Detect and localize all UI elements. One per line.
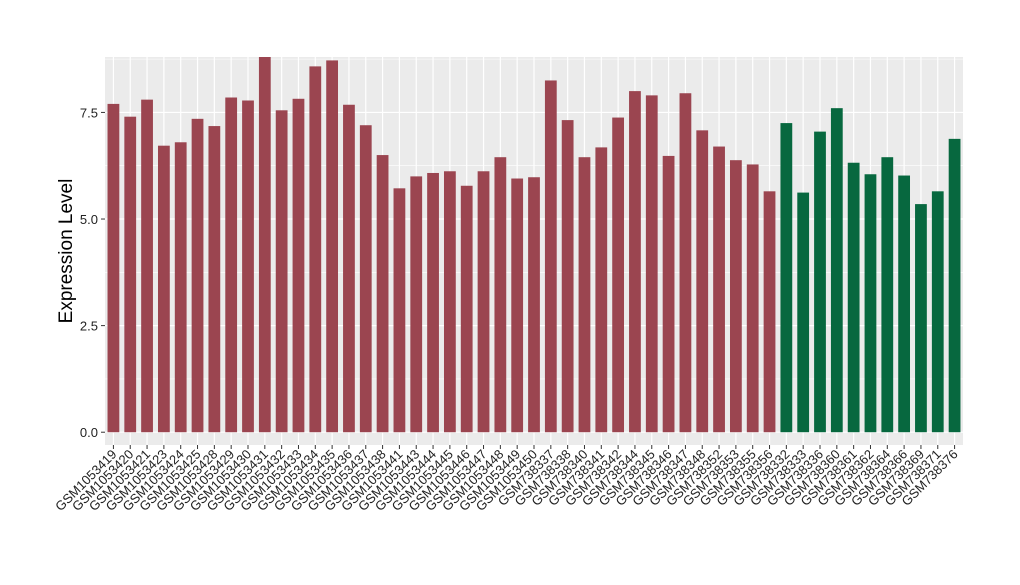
bar-GSM738346	[662, 155, 675, 433]
bar-GSM1053431	[258, 57, 271, 433]
bar-GSM738340	[578, 157, 591, 433]
bar-GSM1053420	[124, 116, 137, 433]
bar-GSM738355	[746, 164, 759, 433]
bar-GSM738356	[763, 191, 776, 433]
y-axis: 0.0 2.5 5.0 7.5	[80, 105, 105, 440]
bar-GSM738342	[612, 117, 625, 433]
bar-GSM738345	[645, 95, 658, 433]
bar-GSM1053443	[410, 176, 423, 433]
y-tick-label: 2.5	[80, 319, 98, 334]
bar-GSM738353	[729, 160, 742, 433]
bar-GSM1053441	[393, 188, 406, 433]
bar-GSM738344	[629, 91, 641, 433]
y-tick-label: 5.0	[80, 212, 98, 227]
bar-GSM738341	[595, 147, 608, 433]
bar-GSM1053432	[275, 110, 288, 433]
y-tick-label: 0.0	[80, 425, 98, 440]
bar-GSM1053444	[427, 172, 439, 433]
bar-GSM738348	[696, 130, 709, 433]
bar-GSM738338	[561, 120, 574, 433]
bar-GSM738336	[814, 131, 826, 433]
bar-GSM738347	[679, 93, 692, 433]
bar-GSM738333	[797, 192, 810, 433]
bar-GSM738337	[544, 80, 557, 433]
bar-GSM1053423	[157, 145, 170, 433]
bar-GSM1053447	[477, 171, 490, 433]
bar-GSM1053446	[460, 185, 473, 433]
bar-GSM1053434	[309, 66, 322, 433]
bar-GSM1053436	[343, 104, 355, 433]
y-tick-label: 7.5	[80, 105, 98, 120]
bar-GSM738366	[898, 175, 911, 433]
x-axis: GSM1053419GSM1053420GSM1053421GSM1053423…	[52, 445, 961, 514]
bar-GSM1053430	[242, 100, 254, 433]
bar-GSM1053433	[292, 98, 305, 433]
bar-GSM1053425	[191, 118, 204, 433]
bar-GSM1053428	[208, 126, 221, 433]
bar-GSM738332	[780, 123, 793, 433]
bar-GSM1053429	[225, 97, 238, 433]
bar-GSM1053450	[528, 177, 540, 433]
bar-GSM1053424	[174, 142, 187, 433]
bar-GSM738364	[881, 157, 894, 433]
bar-GSM1053435	[326, 60, 339, 433]
bar-GSM1053421	[141, 99, 153, 433]
bar-GSM1053449	[511, 178, 524, 433]
bar-GSM738369	[915, 204, 927, 433]
bar-GSM1053419	[107, 103, 120, 433]
bar-GSM738361	[847, 162, 860, 433]
bar-GSM738376	[948, 138, 961, 433]
bars	[107, 57, 961, 433]
bar-GSM1053437	[359, 125, 372, 433]
bar-GSM1053448	[494, 157, 507, 433]
bar-GSM1053445	[443, 171, 456, 433]
bar-GSM738362	[864, 174, 877, 433]
bar-GSM738352	[713, 146, 725, 433]
bar-GSM738371	[931, 191, 944, 433]
y-axis-label: Expression Level	[56, 179, 77, 324]
bar-GSM1053438	[376, 155, 389, 433]
bar-GSM738360	[830, 108, 843, 433]
